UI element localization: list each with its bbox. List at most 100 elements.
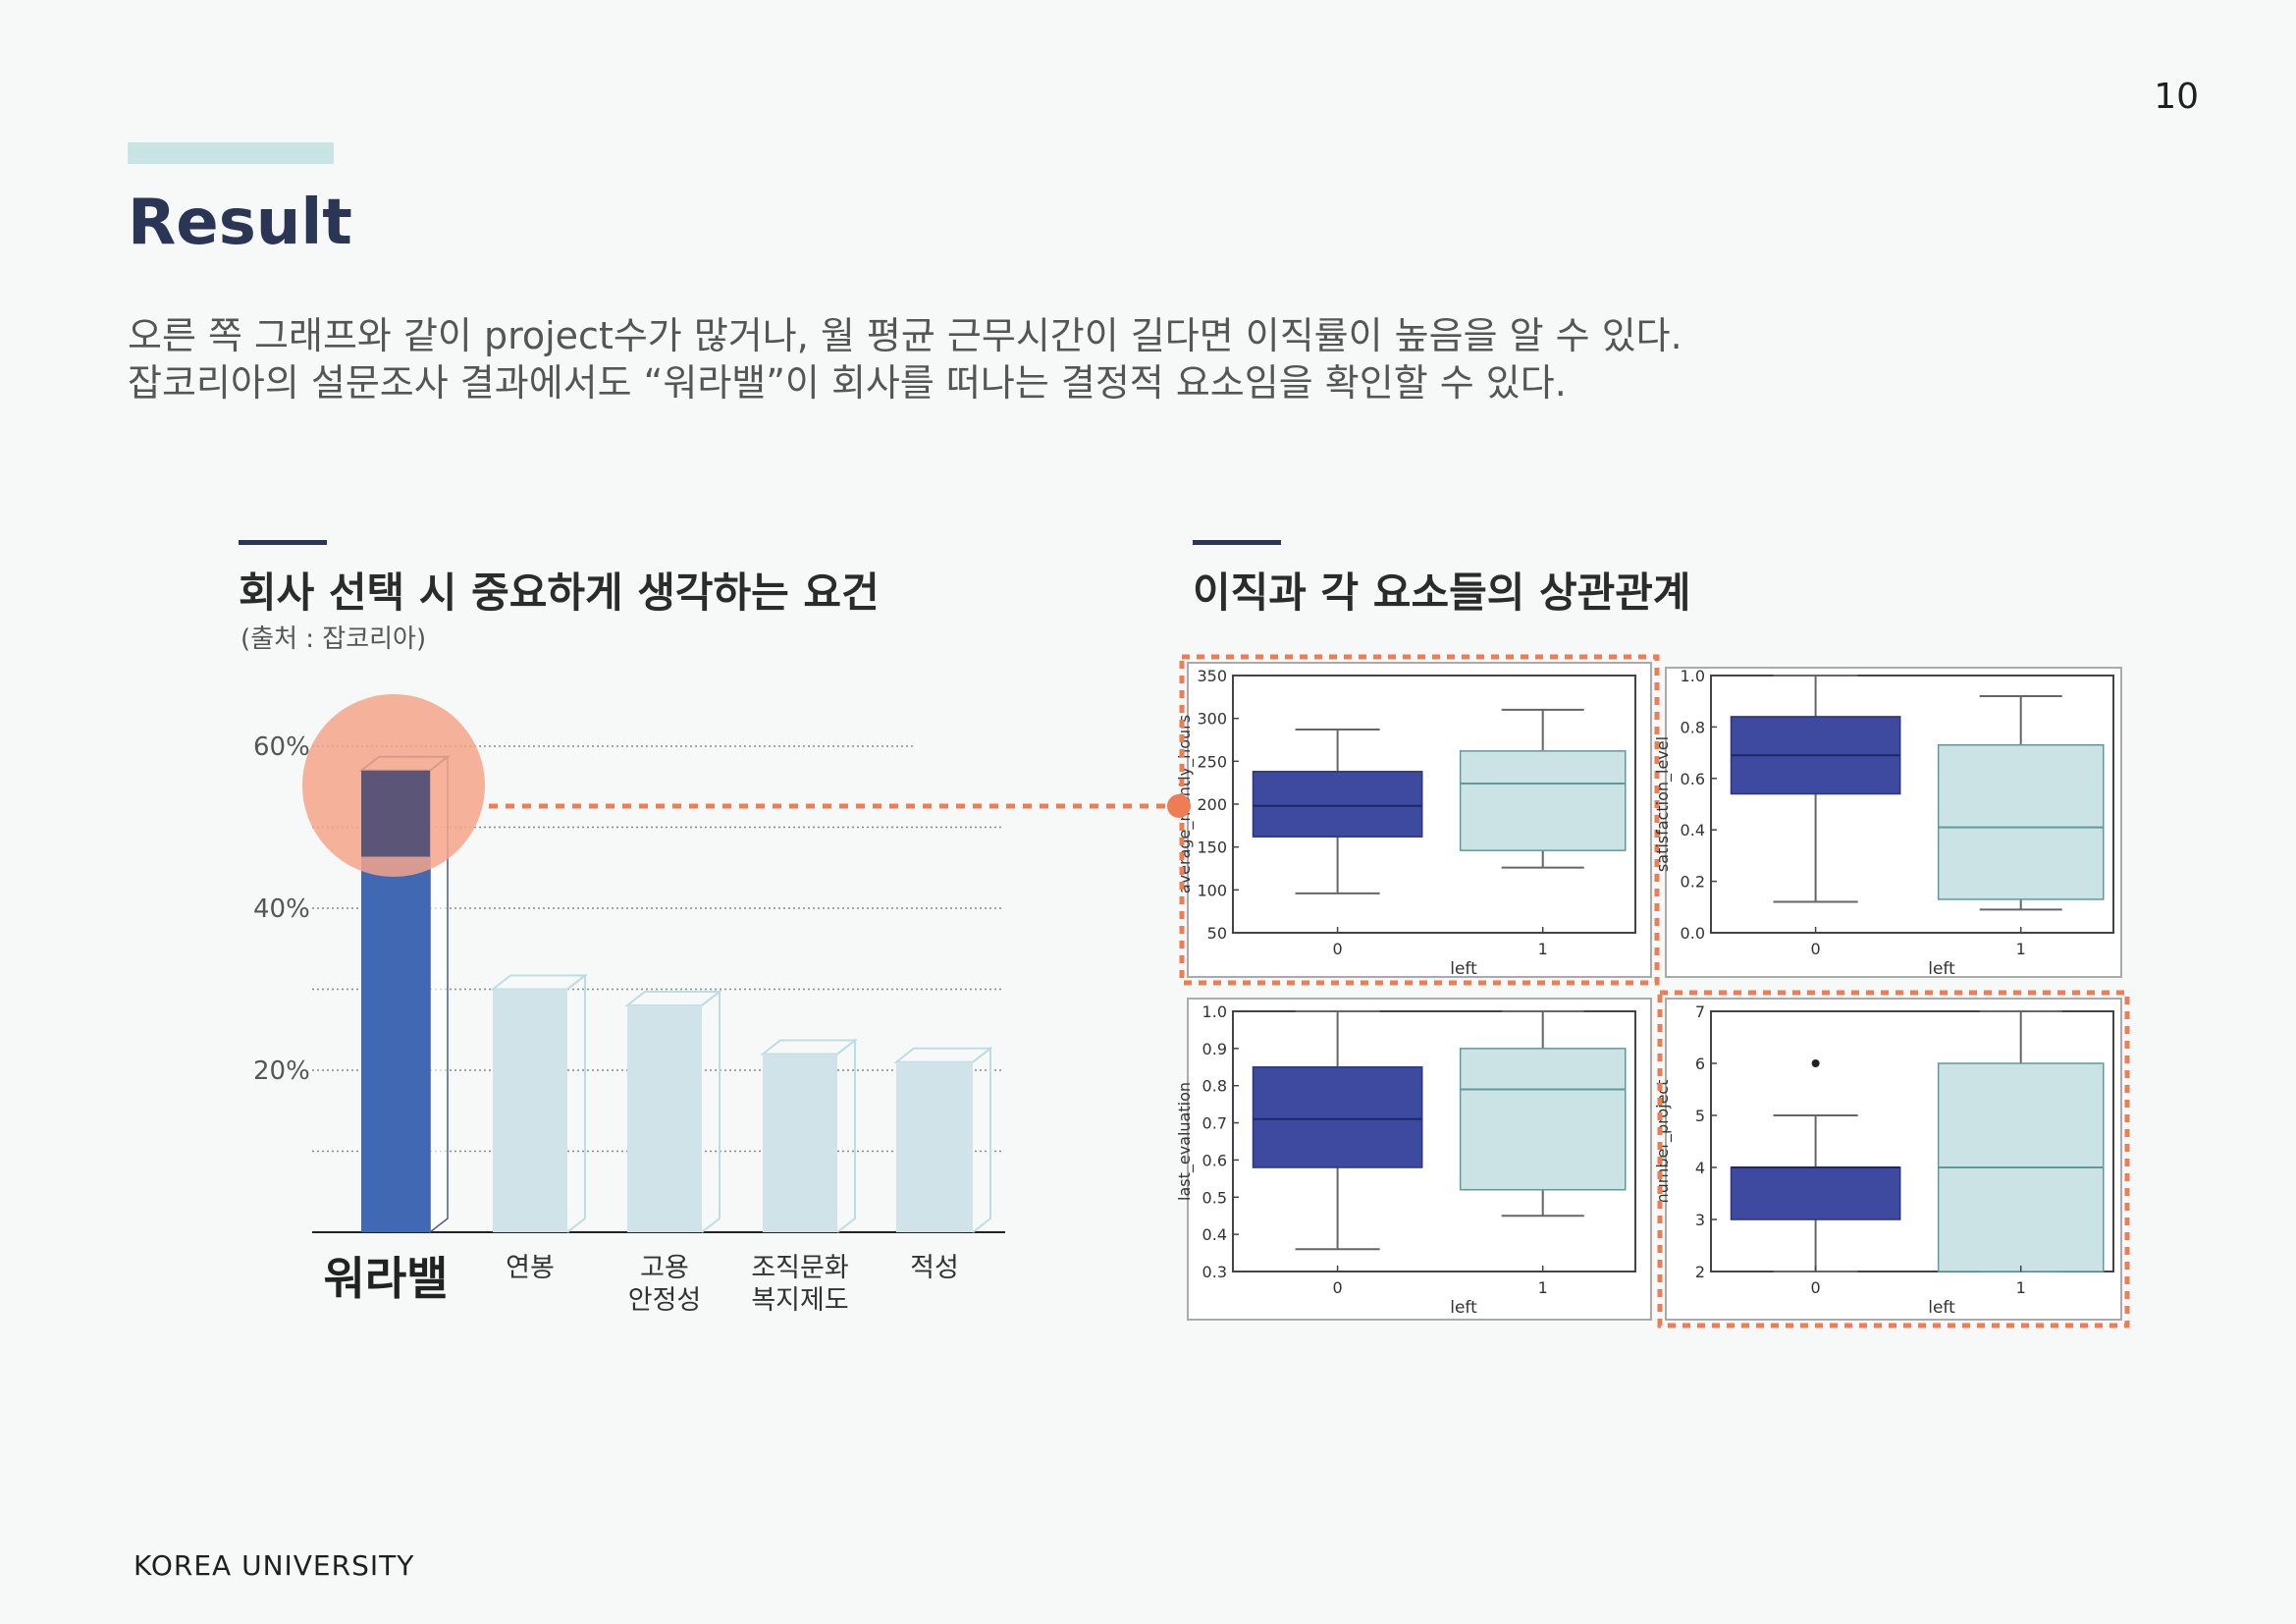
y-tick-label: 0.2 bbox=[1681, 873, 1705, 892]
y-tick-label: 0.0 bbox=[1681, 924, 1705, 943]
bar-3d-side bbox=[566, 973, 586, 1233]
bar-3d-top bbox=[760, 1039, 858, 1056]
page-number: 10 bbox=[2154, 77, 2199, 117]
x-tick-label: 1 bbox=[1538, 940, 1548, 958]
x-tick-label-line: 워라밸 bbox=[324, 1252, 449, 1305]
x-tick-label: 고용 안정성 bbox=[628, 1253, 702, 1316]
box bbox=[1459, 1048, 1627, 1191]
y-tick-label: 150 bbox=[1197, 839, 1227, 857]
x-tick-label: 적성 bbox=[910, 1253, 959, 1283]
box bbox=[1730, 1166, 1901, 1220]
bar bbox=[763, 1054, 837, 1232]
y-tick-label: 250 bbox=[1197, 752, 1227, 771]
y-tick-label: 0.4 bbox=[1202, 1225, 1227, 1244]
y-tick-label: 50 bbox=[1207, 924, 1227, 943]
x-tick-label: 연봉 bbox=[506, 1253, 555, 1283]
survey-bar-chart: 20% 40% 60% 워라밸 연봉 고용 안정성 조직문화 복지제도 적성 bbox=[253, 694, 1005, 1316]
x-tick-label-line: 복지제도 bbox=[751, 1285, 848, 1316]
highlight-overlay bbox=[489, 794, 1191, 818]
highlight-dotted-frame bbox=[1179, 654, 1660, 986]
y-tick-label: 2 bbox=[1695, 1263, 1705, 1281]
connector-dot bbox=[1167, 794, 1191, 818]
y-tick-label: 350 bbox=[1197, 667, 1227, 685]
x-tick-label: 1 bbox=[1538, 1278, 1548, 1297]
x-axis-label: left bbox=[1450, 1298, 1477, 1318]
y-tick-label: 4 bbox=[1695, 1159, 1705, 1177]
y-tick-label: 1.0 bbox=[1202, 1002, 1227, 1021]
boxplot-average_montly_hours: 50100150200250300350average_montly_hours… bbox=[1175, 654, 1660, 986]
y-tick-label: 6 bbox=[1695, 1055, 1705, 1073]
y-tick-label: 20% bbox=[253, 1056, 310, 1086]
x-tick-label: 조직문화 복지제도 bbox=[751, 1253, 848, 1316]
y-tick-label: 100 bbox=[1197, 881, 1227, 899]
x-axis-label: left bbox=[1928, 959, 1955, 979]
y-tick-label: 60% bbox=[253, 732, 310, 762]
bar-3d-top bbox=[624, 991, 722, 1006]
bar bbox=[493, 989, 567, 1232]
y-tick-label: 0.5 bbox=[1202, 1188, 1227, 1207]
x-tick-label: 1 bbox=[2016, 1278, 2026, 1297]
x-tick-label-line: 고용 bbox=[640, 1253, 689, 1283]
boxplot-satisfaction_level: 0.0 0.2 0.4 0.6 0.8 1.0 satisfaction_levelleft… bbox=[1653, 667, 2122, 979]
highlight-overlap bbox=[361, 770, 430, 857]
description: 오른 쪽 그래프와 같이 project수가 많거나, 월 평균 근무시간이 길… bbox=[128, 312, 1682, 406]
box bbox=[1252, 1066, 1423, 1168]
page-title: Result bbox=[128, 187, 352, 259]
box bbox=[1252, 771, 1423, 838]
bar-3d-top bbox=[490, 974, 588, 991]
bar-3d-side bbox=[972, 1046, 991, 1233]
x-tick-label: 0 bbox=[1811, 940, 1821, 958]
x-tick-label-line: 안정성 bbox=[628, 1285, 702, 1316]
bar bbox=[627, 1005, 702, 1232]
x-axis-label: left bbox=[1450, 959, 1477, 979]
bar-3d-side bbox=[701, 989, 721, 1233]
y-tick-label: 0.4 bbox=[1681, 821, 1705, 839]
x-axis-label: left bbox=[1928, 1298, 1955, 1318]
highlight-dotted-frame bbox=[1657, 990, 2130, 1328]
y-tick-label: 7 bbox=[1695, 1002, 1705, 1021]
left-section-title: 회사 선택 시 중요하게 생각하는 요건 bbox=[239, 568, 880, 617]
description-line-1: 오른 쪽 그래프와 같이 project수가 많거나, 월 평균 근무시간이 길… bbox=[128, 314, 1682, 357]
left-section-rule bbox=[239, 540, 327, 545]
y-tick-label: 0.6 bbox=[1681, 770, 1705, 788]
y-tick-label: 1.0 bbox=[1681, 667, 1705, 685]
bar bbox=[896, 1061, 973, 1232]
y-tick-label: 0.3 bbox=[1202, 1263, 1227, 1281]
y-axis-label: satisfaction_level bbox=[1653, 736, 1673, 872]
y-tick-label: 3 bbox=[1695, 1211, 1705, 1229]
x-tick-label-line: 연봉 bbox=[506, 1253, 555, 1283]
y-tick-label: 0.9 bbox=[1202, 1040, 1227, 1058]
y-tick-label: 0.8 bbox=[1202, 1077, 1227, 1096]
y-axis-label: last_evaluation bbox=[1175, 1082, 1195, 1201]
x-tick-label: 0 bbox=[1333, 940, 1343, 958]
x-tick-label: 0 bbox=[1333, 1278, 1343, 1297]
x-tick-label-line: 조직문화 bbox=[751, 1253, 848, 1283]
y-axis-label: number_project bbox=[1653, 1080, 1673, 1204]
x-tick-label: 워라밸 bbox=[324, 1252, 449, 1305]
x-tick-label: 1 bbox=[2016, 940, 2026, 958]
box bbox=[1459, 750, 1627, 851]
title-accent-bar bbox=[128, 142, 334, 164]
left-section-source: (출처 : 잡코리아) bbox=[240, 624, 427, 654]
footer-university: KOREA UNIVERSITY bbox=[133, 1549, 415, 1582]
y-tick-label: 300 bbox=[1197, 710, 1227, 729]
y-tick-label: 40% bbox=[253, 894, 310, 924]
outlier-point bbox=[1811, 1059, 1820, 1067]
description-line-2: 잡코리아의 설문조사 결과에서도 “워라밸”이 회사를 떠나는 결정적 요소임을… bbox=[128, 361, 1567, 405]
bar-3d-side bbox=[836, 1038, 856, 1233]
y-tick-label: 0.7 bbox=[1202, 1114, 1227, 1133]
boxplot-last_evaluation: 0.3 0.4 0.5 0.6 0.7 0.8 0.9 1.0 last_evaluationl… bbox=[1175, 998, 1652, 1321]
boxplot-panels: 50100150200250300350average_montly_hours… bbox=[1175, 654, 2130, 1328]
right-section-title: 이직과 각 요소들의 상관관계 bbox=[1193, 568, 1691, 617]
y-tick-label: 0.6 bbox=[1202, 1151, 1227, 1169]
right-section-rule bbox=[1193, 540, 1281, 545]
x-tick-label: 0 bbox=[1811, 1278, 1821, 1297]
y-tick-label: 200 bbox=[1197, 795, 1227, 814]
x-tick-label-line: 적성 bbox=[910, 1253, 959, 1283]
y-tick-label: 5 bbox=[1695, 1107, 1705, 1125]
box bbox=[1937, 743, 2105, 900]
y-tick-label: 0.8 bbox=[1681, 718, 1705, 736]
bar-3d-top bbox=[893, 1047, 993, 1063]
